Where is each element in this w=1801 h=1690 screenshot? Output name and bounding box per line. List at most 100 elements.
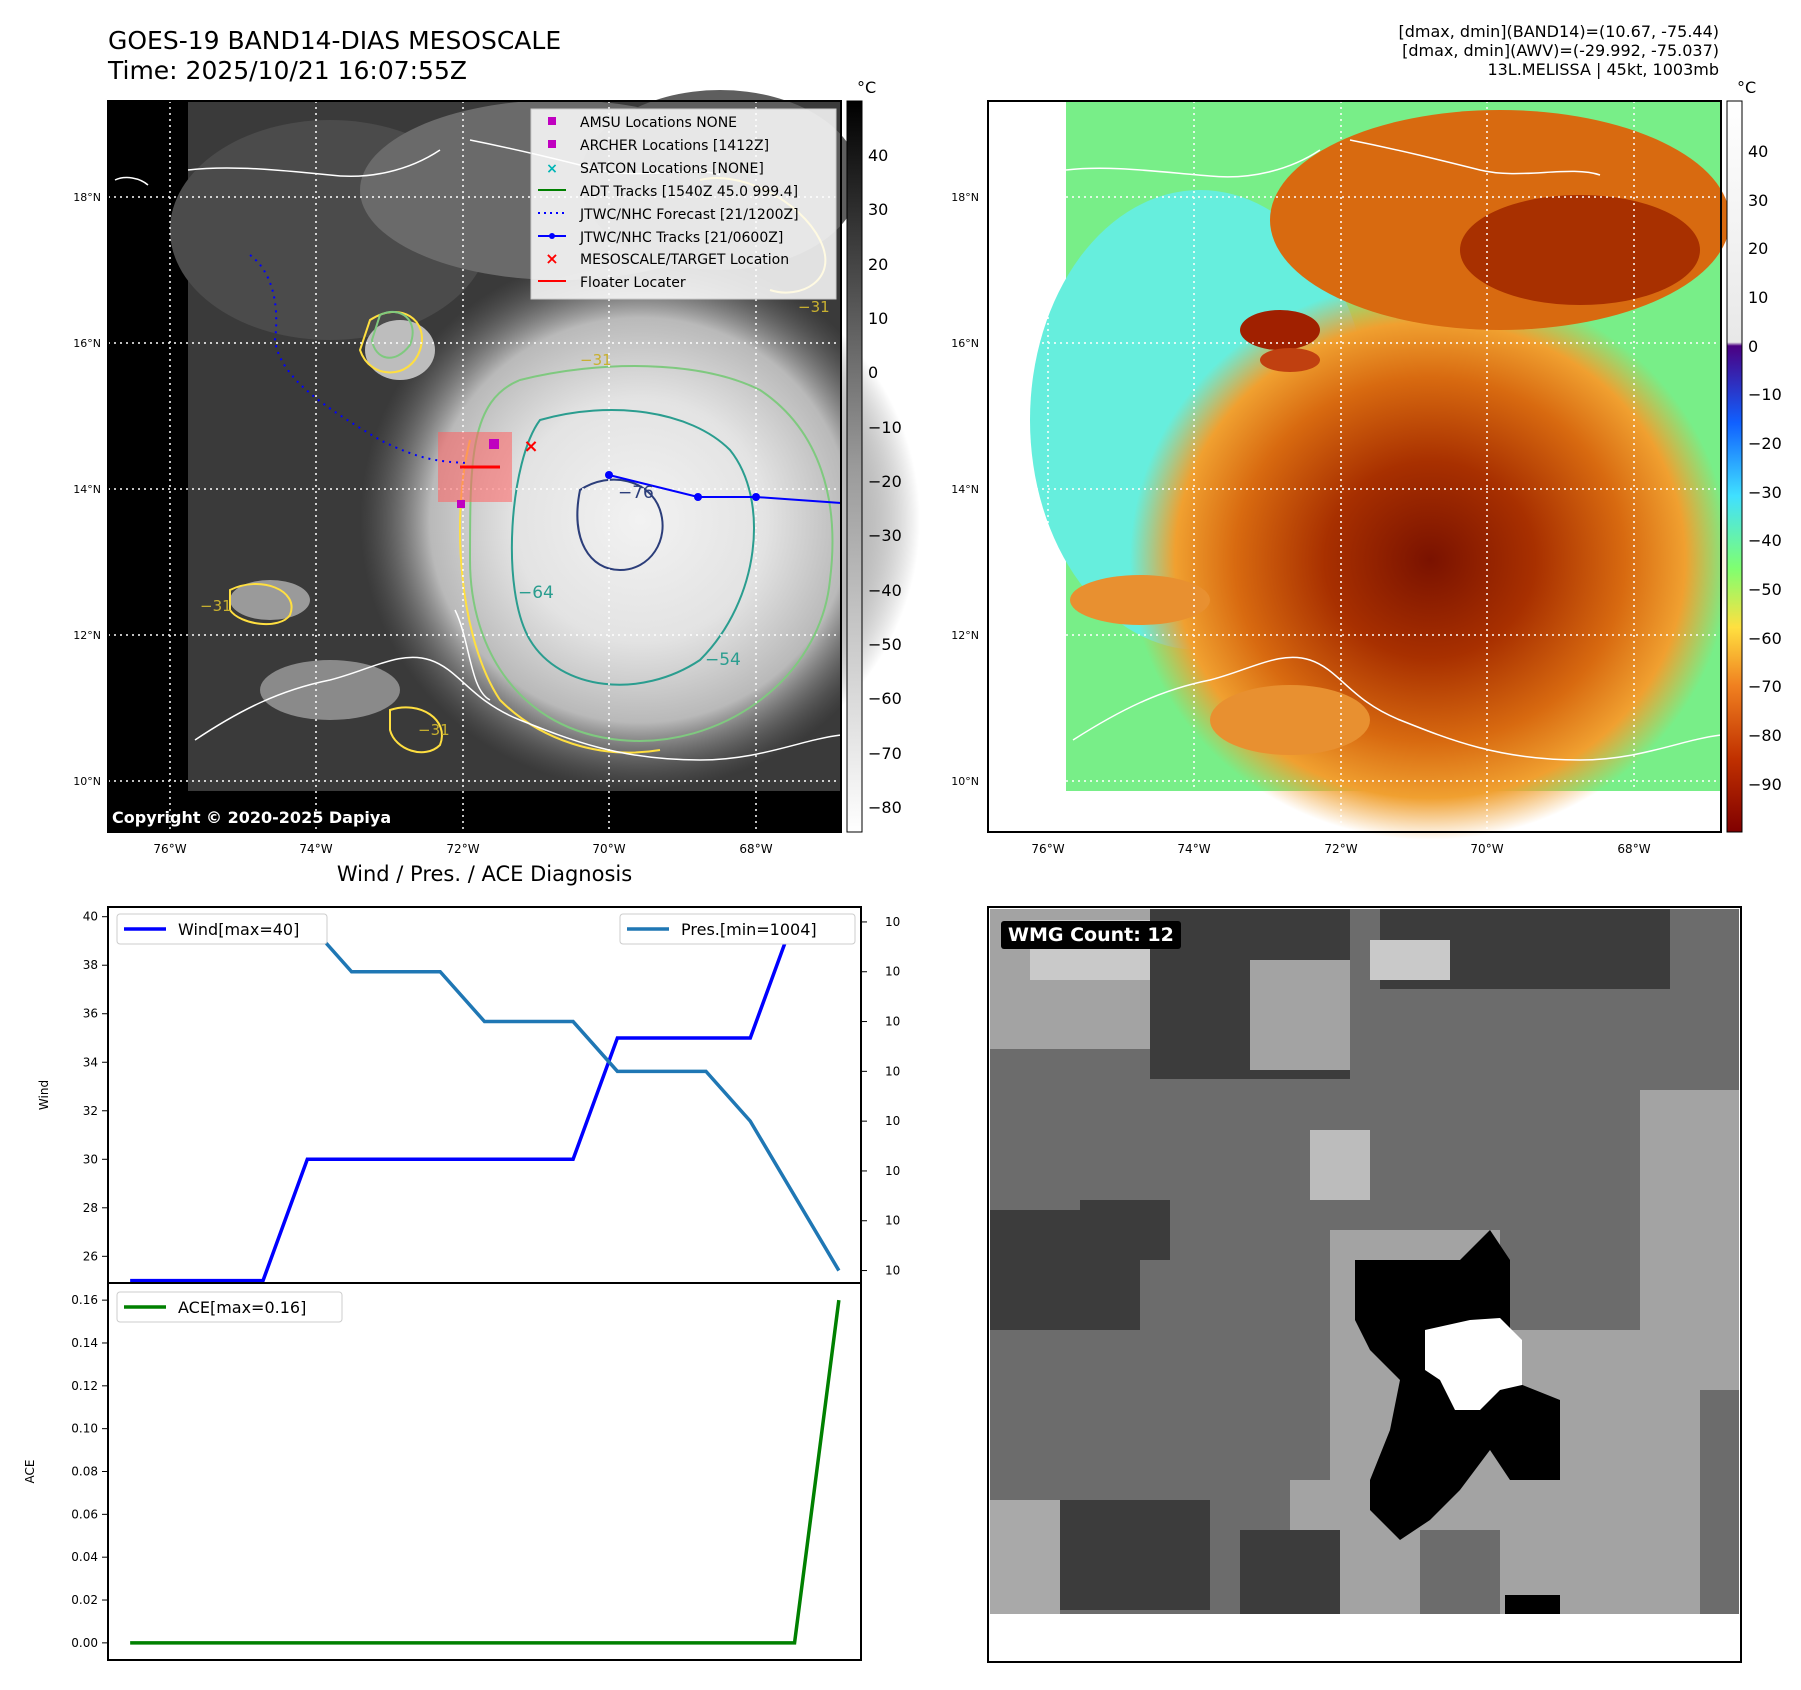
awv-colorbar-unit: °C	[1737, 78, 1756, 97]
contour-inner	[576, 478, 664, 572]
awv-gridlines	[988, 101, 1721, 832]
lat-label: 10°N	[73, 775, 101, 788]
ace-tick-label: 0.10	[71, 1422, 98, 1436]
awv-tick: −30	[1748, 483, 1782, 502]
lon-label: 68°W	[1617, 842, 1650, 856]
contour-label: −54	[705, 650, 741, 670]
ace-tick-label: 0.12	[71, 1379, 98, 1393]
ir-tick: 0	[868, 363, 878, 382]
pressure-tick-label: 1004	[885, 1264, 900, 1278]
ir-map-panel: × −76 −64 −54 −31 −31 −31 −31 AMSU Locat…	[73, 78, 920, 856]
legend-entry: SATCON Locations [NONE]	[580, 161, 764, 177]
awv-tick: −90	[1748, 775, 1782, 794]
band14-stats: [dmax, dmin](BAND14)=(10.67, -75.44)	[1398, 22, 1720, 41]
awv-tick: −80	[1748, 726, 1782, 745]
storm-info: 13L.MELISSA | 45kt, 1003mb	[1487, 60, 1719, 79]
ir-tick: −70	[868, 744, 902, 763]
lon-label: 72°W	[446, 842, 479, 856]
pressure-tick-label: 1006	[885, 1164, 900, 1178]
awv-tick: −60	[1748, 629, 1782, 648]
contour-label: −31	[418, 721, 450, 739]
awv-tick: 40	[1748, 142, 1768, 161]
ir-tick: 30	[868, 200, 888, 219]
ir-tick: −20	[868, 472, 902, 491]
legend-entry: JTWC/NHC Tracks [21/0600Z]	[579, 230, 783, 246]
awv-tick: 10	[1748, 288, 1768, 307]
ir-tick: −80	[868, 798, 902, 817]
lon-label: 74°W	[299, 842, 332, 856]
lat-label: 16°N	[73, 337, 101, 350]
wind-tick-label: 40	[83, 910, 98, 924]
archer-marker	[489, 439, 499, 449]
pressure-series-line	[130, 920, 841, 1272]
legend-entry: JTWC/NHC Forecast [21/1200Z]	[579, 207, 799, 223]
awv-tick: −40	[1748, 531, 1782, 550]
ir-tick: 10	[868, 309, 888, 328]
lon-label: 76°W	[1031, 842, 1064, 856]
ace-tick-label: 0.14	[71, 1336, 98, 1350]
awv-tick: −20	[1748, 434, 1782, 453]
ir-tick: −50	[868, 635, 902, 654]
ir-colorbar	[846, 100, 863, 833]
ir-tick: 40	[868, 146, 888, 165]
lon-label: 72°W	[1324, 842, 1357, 856]
ace-axis-label: ACE	[23, 1460, 37, 1484]
awv-colorbar	[1726, 100, 1743, 833]
ir-tick: 20	[868, 255, 888, 274]
wind-tick-label: 28	[83, 1201, 98, 1215]
coastline-north	[187, 149, 441, 178]
lat-label: 14°N	[951, 483, 979, 496]
lon-label: 74°W	[1177, 842, 1210, 856]
wind-tick-label: 26	[83, 1249, 98, 1263]
ace-tick-label: 0.04	[71, 1550, 98, 1564]
ir-colorbar-ticks: 40 30 20 10 0 −10 −20 −30 −40 −50 −60 −7…	[868, 146, 902, 817]
pressure-tick-label: 1009	[885, 1015, 900, 1029]
pressure-tick-label: 1007	[885, 1114, 900, 1128]
contour-mid	[510, 409, 755, 686]
legend-entry: Floater Locater	[580, 275, 686, 291]
copyright-notice: Copyright © 2020-2025 Dapiya	[112, 808, 392, 827]
ir-tick: −60	[868, 689, 902, 708]
awv-colorbar-ticks: 40 30 20 10 0 −10 −20 −30 −40 −50 −60 −7…	[1748, 142, 1782, 794]
ace-series-line	[130, 1299, 841, 1645]
awv-tick: −10	[1748, 385, 1782, 404]
wind-axis-label: Wind	[37, 1080, 51, 1110]
wind-series-line	[130, 916, 797, 1283]
ace-tick-label: 0.16	[71, 1293, 98, 1307]
lon-label: 70°W	[592, 842, 625, 856]
pressure-tick-label: 1011	[885, 915, 900, 929]
contour-label: −64	[518, 583, 554, 603]
best-track	[608, 474, 842, 504]
awv-stats: [dmax, dmin](AWV)=(-29.992, -75.037)	[1402, 41, 1719, 60]
legend-entry: ADT Tracks [1540Z 45.0 999.4]	[580, 184, 798, 200]
contour-label: −31	[798, 298, 830, 316]
ir-legend	[530, 108, 837, 300]
figure-title: GOES-19 BAND14-DIAS MESOSCALE	[108, 26, 562, 55]
lat-label: 16°N	[951, 337, 979, 350]
pressure-tick-label: 1008	[885, 1064, 900, 1078]
wmg-count-badge: WMG Count: 12	[1001, 921, 1181, 949]
diagnosis-chart: 26 28 30 32 34 36 38 40 1004 1005 1006 1007 1008 1009…	[23, 906, 900, 1661]
svg-text:×: ×	[545, 249, 558, 268]
awv-tick: −70	[1748, 677, 1782, 696]
legend-entry: MESOSCALE/TARGET Location	[580, 252, 789, 268]
ir-tick: −10	[868, 418, 902, 437]
ace-legend-box	[116, 1291, 343, 1323]
wind-tick-label: 34	[83, 1055, 98, 1069]
contour-warm	[459, 439, 661, 754]
ace-tick-label: 0.00	[71, 1636, 98, 1650]
wind-pressure-axes	[107, 906, 862, 1284]
ace-tick-label: 0.02	[71, 1593, 98, 1607]
pressure-tick-label: 1005	[885, 1214, 900, 1228]
awv-map-panel: °C 40 30 20 10 0 −10 −20 −30 −40 −50 −60…	[951, 78, 1782, 856]
awv-tick: 20	[1748, 239, 1768, 258]
ace-tick-label: 0.06	[71, 1507, 98, 1521]
ir-tick: −40	[868, 581, 902, 600]
lat-label: 18°N	[951, 191, 979, 204]
coastline-south	[194, 656, 842, 761]
wind-tick-label: 38	[83, 958, 98, 972]
lon-label: 68°W	[739, 842, 772, 856]
lat-label: 18°N	[73, 191, 101, 204]
